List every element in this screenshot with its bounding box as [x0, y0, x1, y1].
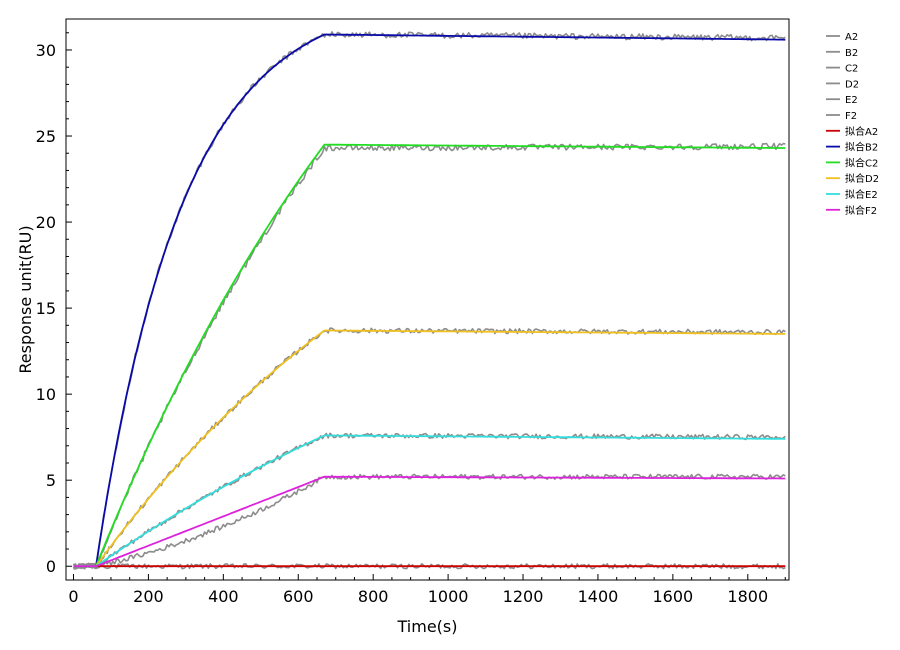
legend-label: 拟合F2: [845, 204, 877, 217]
y-tick-label: 0: [46, 557, 56, 576]
x-tick-label: 0: [68, 587, 78, 606]
y-axis: 0 5 10 15 20 25 30: [36, 32, 72, 576]
legend: A2 B2 C2 D2 E2 F2 拟合A2 拟合B2 拟合C2 拟合D2 拟合E2 拟合F2: [826, 32, 879, 217]
legend-label: 拟合B2: [845, 141, 878, 154]
legend-label: D2: [845, 79, 859, 90]
series-line-拟合B2: [73, 33, 786, 568]
legend-label: 拟合D2: [845, 172, 879, 185]
y-tick-label: 25: [36, 127, 56, 146]
x-tick-label: 1800: [727, 587, 768, 606]
series-line-拟合C2: [73, 143, 786, 568]
plot-frame: [65, 18, 790, 581]
legend-label: 拟合A2: [845, 125, 878, 138]
legend-label: F2: [845, 111, 857, 122]
legend-label: B2: [845, 48, 858, 59]
legend-label: E2: [845, 95, 858, 106]
x-tick-label: 1000: [428, 587, 469, 606]
series-line-拟合F2: [73, 475, 786, 568]
x-tick-label: 1200: [503, 587, 544, 606]
series-layer: [72, 31, 786, 570]
series-line-拟合D2: [73, 329, 786, 568]
legend-label: A2: [845, 32, 858, 43]
x-tick-label: 400: [208, 587, 239, 606]
x-axis: 0 200 400 600 800 1000 1200 1400 1600 1800: [68, 574, 786, 606]
y-tick-label: 10: [36, 385, 56, 404]
legend-label: 拟合E2: [845, 188, 878, 201]
y-tick-label: 5: [46, 471, 56, 490]
x-tick-label: 800: [358, 587, 389, 606]
x-tick-label: 200: [133, 587, 164, 606]
y-tick-label: 20: [36, 213, 56, 232]
x-tick-label: 1600: [653, 587, 694, 606]
x-axis-label: Time(s): [397, 617, 458, 636]
y-tick-label: 15: [36, 299, 56, 318]
series-line-拟合E2: [73, 434, 786, 568]
legend-label: 拟合C2: [845, 156, 878, 169]
legend-label: C2: [845, 64, 858, 75]
x-tick-label: 600: [283, 587, 314, 606]
y-axis-label: Response unit(RU): [16, 225, 35, 373]
y-tick-label: 30: [36, 41, 56, 60]
x-tick-label: 1400: [578, 587, 619, 606]
